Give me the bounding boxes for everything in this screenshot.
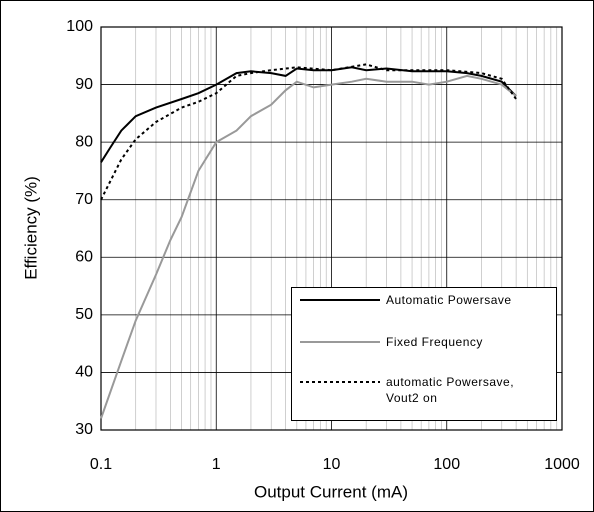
y-tick-label: 70	[75, 191, 93, 208]
legend-entry: Automatic Powersave	[300, 292, 536, 308]
y-tick-label: 40	[75, 364, 93, 381]
legend-label: automatic Powersave, Vout2 on	[386, 375, 515, 405]
x-tick-label: 0.1	[90, 456, 112, 473]
plot-area	[100, 26, 563, 431]
y-tick-label: 50	[75, 306, 93, 323]
y-tick-label: 30	[75, 421, 93, 438]
x-axis-title: Output Current (mA)	[254, 482, 408, 501]
x-tick-label: 10	[323, 456, 341, 473]
x-tick-label: 1	[212, 456, 221, 473]
legend-swatch	[300, 341, 380, 343]
y-tick-label: 90	[75, 76, 93, 93]
series-line	[100, 66, 517, 163]
x-tick-label: 100	[433, 456, 460, 473]
legend-label: Automatic Powersave	[386, 293, 512, 307]
y-axis-title: Efficiency (%)	[21, 176, 40, 280]
legend-entry: Fixed Frequency	[300, 334, 536, 350]
legend-swatch	[300, 381, 380, 383]
series-line	[100, 63, 517, 201]
series-line	[100, 74, 517, 419]
y-tick-label: 60	[75, 249, 93, 266]
legend-label: Fixed Frequency	[386, 335, 483, 349]
y-tick-label: 100	[66, 18, 93, 35]
y-tick-label: 80	[75, 133, 93, 150]
legend-entry: automatic Powersave, Vout2 on	[300, 374, 536, 406]
x-tick-label: 1000	[544, 456, 580, 473]
legend: Automatic Powersave Fixed Frequency automa…	[291, 287, 557, 421]
legend-swatch	[300, 299, 380, 301]
